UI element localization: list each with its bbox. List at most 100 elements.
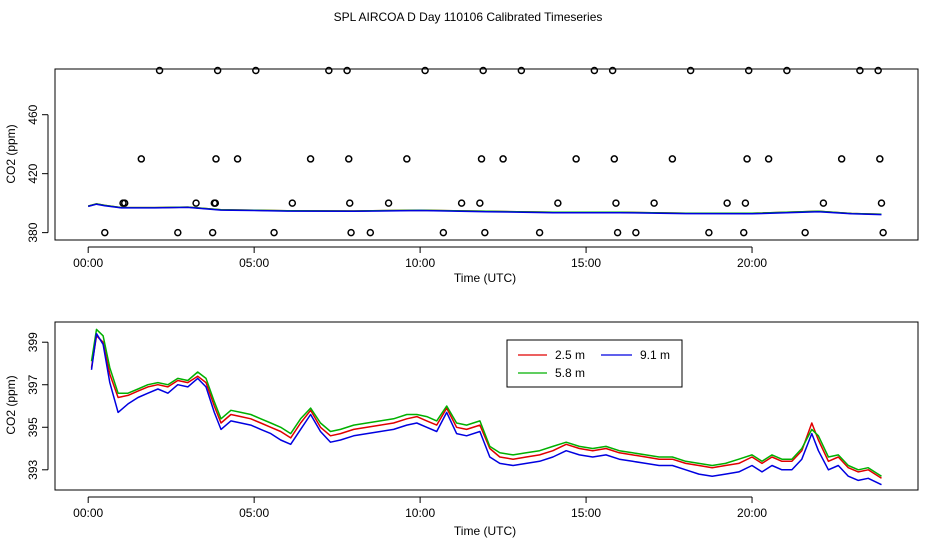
calibration-point xyxy=(479,66,487,75)
legend-box xyxy=(506,339,683,388)
calibration-point xyxy=(613,228,622,237)
calibration-point xyxy=(233,155,242,163)
calibration-point xyxy=(366,228,375,237)
calibration-point xyxy=(590,66,599,75)
y-tick-label: 420 xyxy=(26,163,40,183)
y-tick-label: 397 xyxy=(26,374,40,394)
y-tick-label: 380 xyxy=(26,222,40,242)
calibration-point xyxy=(288,199,297,207)
calibration-point xyxy=(535,228,544,237)
calibration-point xyxy=(668,155,677,163)
calibration-point xyxy=(723,199,731,207)
x-tick-label: 20:00 xyxy=(737,506,767,520)
series-line-5-8-m xyxy=(90,328,882,477)
y-axis-bottom: 393 395 397 399 xyxy=(26,332,49,480)
calibration-point xyxy=(403,155,411,163)
y-axis-label-bottom: CO2 (ppm) xyxy=(4,375,18,434)
calibration-point xyxy=(572,155,580,163)
calibration-point xyxy=(499,155,507,163)
y-axis-label-top: CO2 (ppm) xyxy=(4,124,18,183)
panel-bottom: 00:00 05:00 10:00 15:00 20:00 393 395 397 399 T… xyxy=(4,321,919,538)
calibration-point xyxy=(137,155,146,163)
y-tick-label: 393 xyxy=(26,459,40,479)
calibration-point xyxy=(517,66,526,75)
calibration-point xyxy=(856,66,864,75)
y-tick-label: 395 xyxy=(26,417,40,437)
x-axis-top: 00:00 05:00 10:00 15:00 20:00 xyxy=(73,246,767,270)
y-tick-label: 399 xyxy=(26,332,40,352)
calibration-point xyxy=(345,155,353,163)
calibration-point xyxy=(837,155,846,163)
x-axis-bottom: 00:00 05:00 10:00 15:00 20:00 xyxy=(73,496,767,520)
series-line-9-1-m xyxy=(90,332,882,486)
calibration-point xyxy=(477,155,486,163)
calibration-point xyxy=(608,66,617,75)
calibration-point xyxy=(212,155,220,163)
legend-label-5-8m: 5.8 m xyxy=(555,366,585,380)
calibration-point xyxy=(421,66,429,75)
series-lines-bottom xyxy=(90,328,882,486)
x-tick-label: 00:00 xyxy=(73,256,103,270)
calibration-points xyxy=(101,66,887,237)
calibration-point xyxy=(211,199,220,207)
calibration-point xyxy=(481,228,489,237)
calibration-point xyxy=(876,155,884,163)
x-tick-label: 10:00 xyxy=(405,506,435,520)
calibration-point xyxy=(174,228,182,237)
calibration-point xyxy=(801,228,809,237)
series-line-2-5-m xyxy=(90,335,882,479)
calibration-point xyxy=(764,155,773,163)
calibration-point xyxy=(739,228,748,237)
plot-frame-top xyxy=(54,68,919,241)
calibration-point xyxy=(101,228,109,237)
calibration-point xyxy=(783,66,791,75)
x-tick-label: 05:00 xyxy=(239,256,269,270)
calibration-point xyxy=(819,199,828,207)
calibration-point xyxy=(155,66,164,75)
x-tick-label: 00:00 xyxy=(73,506,103,520)
x-axis-label-bottom: Time (UTC) xyxy=(454,524,516,538)
x-tick-label: 15:00 xyxy=(571,256,601,270)
calibration-point xyxy=(343,66,351,75)
calibration-point xyxy=(650,199,658,207)
calibration-point xyxy=(612,199,620,207)
calibration-point xyxy=(741,199,750,207)
calibration-point xyxy=(476,199,484,207)
calibration-point xyxy=(192,199,200,207)
series-line-9-1-m xyxy=(88,203,882,216)
calibration-point xyxy=(632,228,640,237)
calibration-point xyxy=(252,66,260,75)
x-tick-label: 10:00 xyxy=(405,256,435,270)
calibration-point xyxy=(877,199,886,207)
y-axis-top: 380 420 460 xyxy=(26,104,49,243)
calibration-point xyxy=(306,155,315,163)
calibration-point xyxy=(120,199,129,207)
plot-frame-bottom xyxy=(54,321,919,491)
calibration-point xyxy=(213,66,222,75)
panel-top: 00:00 05:00 10:00 15:00 20:00 380 420 460 Time… xyxy=(4,66,919,285)
calibration-point xyxy=(347,228,355,237)
x-axis-label-top: Time (UTC) xyxy=(454,271,516,285)
calibration-point xyxy=(325,66,333,75)
x-tick-label: 20:00 xyxy=(737,256,767,270)
x-tick-label: 05:00 xyxy=(239,506,269,520)
calibration-point xyxy=(686,66,695,75)
legend-label-2-5m: 2.5 m xyxy=(555,348,585,362)
calibration-point xyxy=(457,199,466,207)
calibration-point xyxy=(743,155,751,163)
calibration-point xyxy=(439,228,448,237)
calibration-point xyxy=(874,66,882,75)
calibration-point xyxy=(879,228,887,237)
calibration-point xyxy=(208,228,217,237)
series-lines-top xyxy=(88,203,882,216)
calibration-point xyxy=(384,199,393,207)
legend-label-9-1m: 9.1 m xyxy=(640,348,670,362)
x-tick-label: 15:00 xyxy=(571,506,601,520)
chart-title: SPL AIRCOA D Day 110106 Calibrated Times… xyxy=(334,10,603,24)
calibration-point xyxy=(744,66,753,75)
calibration-point xyxy=(610,155,619,163)
calibration-point xyxy=(705,228,713,237)
calibration-point xyxy=(345,199,354,207)
calibration-point xyxy=(270,228,278,237)
